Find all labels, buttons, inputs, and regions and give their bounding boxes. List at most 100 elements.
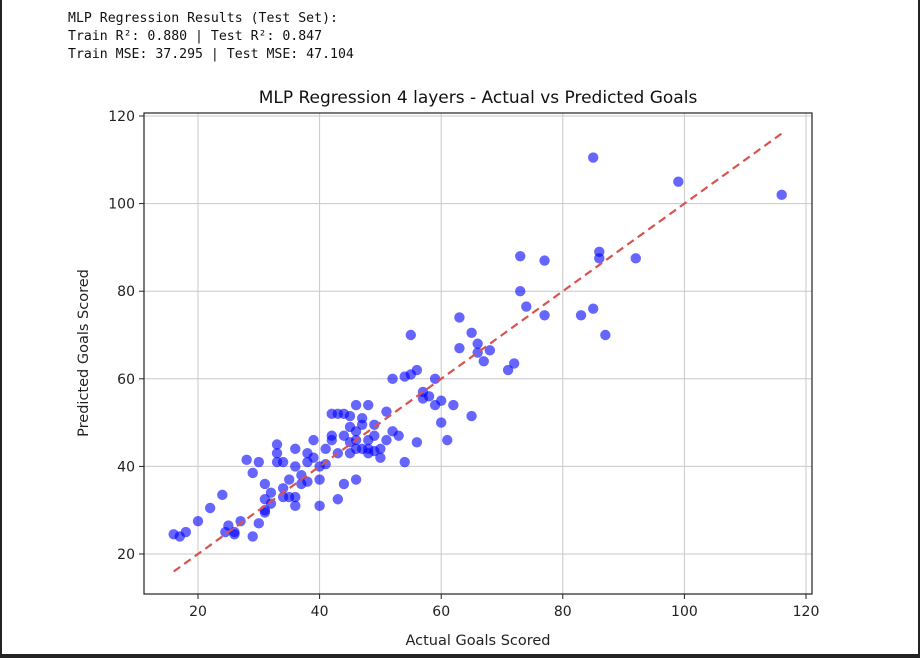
data-point	[265, 498, 277, 509]
data-point	[387, 373, 398, 384]
data-point	[320, 459, 331, 470]
data-point	[539, 255, 550, 266]
data-point	[539, 310, 550, 321]
data-point	[290, 443, 301, 455]
data-point	[344, 410, 356, 422]
data-point	[290, 461, 301, 472]
data-point	[308, 434, 319, 446]
x-tick-label: 120	[793, 604, 820, 620]
data-point	[314, 500, 325, 512]
data-point	[375, 452, 386, 463]
r2-metrics: Train R²: 0.880 | Test R²: 0.847	[68, 29, 323, 44]
data-point	[314, 474, 325, 485]
data-point	[223, 520, 234, 531]
data-point	[508, 358, 520, 369]
data-point	[588, 152, 599, 163]
y-axis-label: Predicted Goals Scored	[76, 269, 92, 437]
data-point	[247, 467, 258, 479]
data-point	[265, 487, 277, 498]
x-axis-label: Actual Goals Scored	[405, 633, 550, 649]
data-point	[259, 478, 271, 490]
data-point	[350, 399, 362, 411]
y-tick-label: 80	[117, 284, 135, 300]
data-point	[594, 253, 605, 264]
data-point	[369, 419, 380, 430]
data-point	[204, 502, 216, 514]
data-point	[241, 454, 252, 466]
data-point	[302, 476, 313, 487]
data-point	[192, 515, 204, 527]
data-point	[381, 434, 392, 446]
y-tick-label: 100	[108, 197, 135, 213]
data-point	[253, 518, 264, 529]
data-point	[369, 430, 380, 441]
chart-title: MLP Regression 4 layers - Actual vs Pred…	[259, 88, 698, 108]
data-point	[575, 310, 587, 321]
data-point	[466, 327, 477, 339]
x-axis-ticks: 20 40 60 80 100 120	[189, 594, 819, 620]
grid-lines	[144, 113, 812, 594]
data-point	[326, 430, 337, 441]
y-tick-label: 120	[108, 109, 135, 125]
data-point	[588, 303, 599, 314]
data-point	[356, 419, 368, 430]
data-point	[466, 410, 477, 422]
data-point	[235, 515, 246, 527]
data-point	[454, 312, 465, 323]
data-point	[776, 189, 787, 201]
data-point	[423, 391, 435, 402]
x-tick-label: 60	[432, 604, 450, 620]
data-point	[600, 329, 611, 341]
data-point	[521, 301, 532, 312]
y-axis-ticks: 20 40 60 80 100 120	[108, 109, 144, 563]
data-point	[478, 356, 489, 367]
data-point	[338, 430, 350, 441]
data-point	[399, 456, 410, 468]
data-point	[363, 399, 374, 411]
metrics-heading: MLP Regression Results (Test Set):	[68, 11, 338, 26]
x-tick-label: 80	[554, 604, 572, 620]
data-point	[290, 491, 301, 503]
data-point	[284, 474, 295, 485]
y-tick-label: 60	[117, 372, 135, 388]
data-point	[180, 526, 192, 538]
data-point	[630, 253, 641, 264]
data-point	[271, 448, 283, 459]
data-point	[436, 395, 447, 406]
data-point	[502, 364, 514, 376]
data-point	[350, 474, 362, 485]
data-point	[442, 434, 453, 446]
data-point	[448, 399, 459, 411]
data-point	[405, 329, 416, 341]
data-point	[381, 406, 392, 417]
data-point	[484, 345, 496, 356]
data-point	[271, 439, 283, 450]
data-point	[393, 430, 404, 441]
data-point	[673, 176, 684, 187]
data-point	[217, 489, 228, 501]
mse-metrics: Train MSE: 37.295 | Test MSE: 47.104	[68, 47, 354, 62]
data-point	[332, 494, 344, 505]
x-tick-label: 100	[671, 604, 698, 620]
data-point	[436, 417, 447, 428]
data-point	[515, 286, 526, 297]
data-point	[429, 373, 441, 384]
data-point	[472, 338, 483, 349]
plot-area-border	[143, 112, 813, 595]
data-point	[320, 443, 331, 455]
data-points	[168, 152, 787, 542]
data-point	[454, 342, 465, 354]
data-point	[411, 364, 423, 376]
data-point	[229, 529, 240, 540]
x-tick-label: 20	[189, 604, 207, 620]
data-point	[277, 456, 289, 468]
metrics-output: MLP Regression Results (Test Set): Train …	[68, 10, 354, 64]
data-point	[375, 443, 386, 455]
x-tick-label: 40	[311, 604, 329, 620]
data-point	[350, 426, 362, 437]
data-point	[290, 500, 301, 512]
y-tick-label: 20	[117, 547, 135, 563]
data-point	[515, 250, 526, 262]
